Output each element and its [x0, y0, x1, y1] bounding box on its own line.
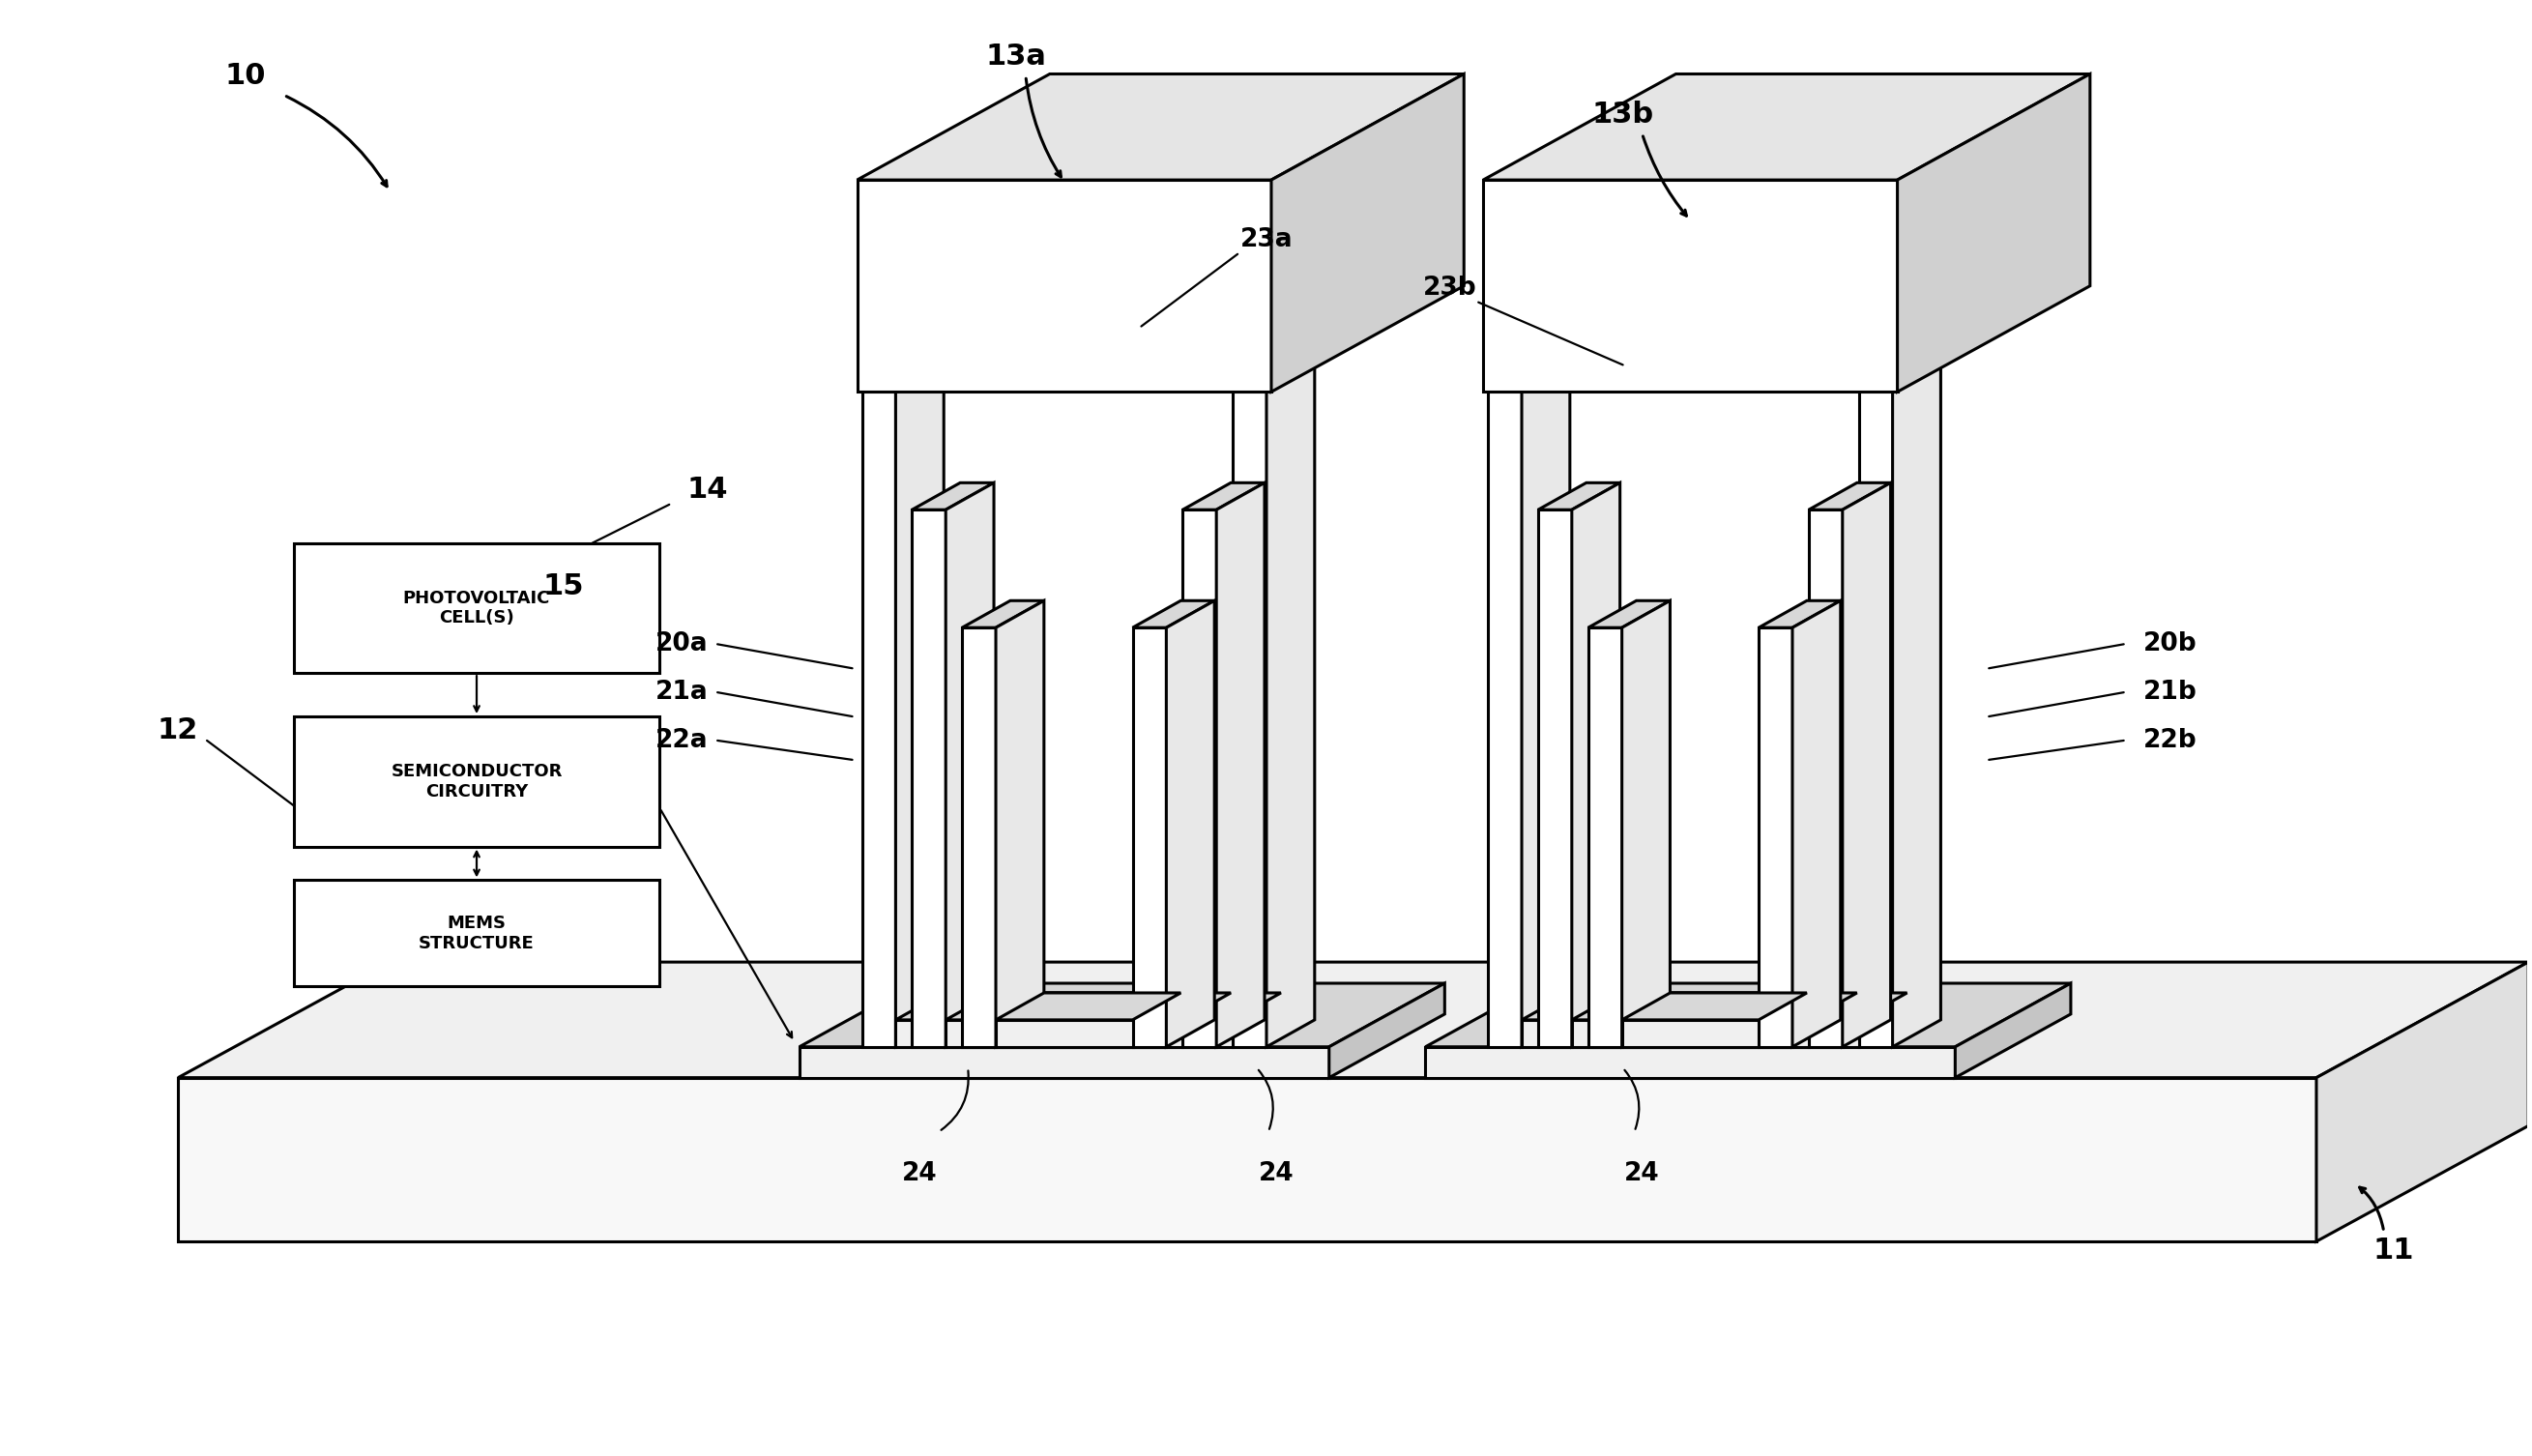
- Bar: [294, 716, 661, 846]
- Polygon shape: [1537, 510, 1572, 1047]
- Text: 21a: 21a: [656, 680, 709, 705]
- Text: 22b: 22b: [2142, 728, 2198, 753]
- Polygon shape: [1793, 601, 1841, 1047]
- Polygon shape: [1484, 181, 1896, 392]
- Polygon shape: [1426, 983, 2071, 1047]
- Text: 21b: 21b: [2142, 680, 2198, 705]
- Polygon shape: [912, 483, 995, 510]
- Polygon shape: [995, 1019, 1132, 1047]
- Polygon shape: [800, 983, 1446, 1047]
- Polygon shape: [947, 483, 995, 1047]
- Polygon shape: [1329, 983, 1446, 1077]
- Polygon shape: [858, 181, 1271, 392]
- Text: SEMICONDUCTOR
CIRCUITRY: SEMICONDUCTOR CIRCUITRY: [390, 763, 562, 801]
- Text: 13b: 13b: [1593, 100, 1653, 128]
- Polygon shape: [1426, 1047, 1955, 1077]
- Polygon shape: [177, 1077, 2317, 1242]
- Polygon shape: [896, 993, 1281, 1019]
- Polygon shape: [1623, 601, 1671, 1047]
- Polygon shape: [1233, 392, 1266, 1047]
- Polygon shape: [858, 74, 1463, 181]
- Bar: [294, 543, 661, 673]
- Text: 23b: 23b: [1423, 275, 1476, 300]
- Text: 10: 10: [225, 61, 266, 90]
- Polygon shape: [1266, 365, 1314, 1047]
- Text: 24: 24: [1258, 1162, 1294, 1187]
- Polygon shape: [962, 601, 1043, 628]
- Polygon shape: [1858, 365, 1940, 392]
- Polygon shape: [1955, 983, 2071, 1077]
- Polygon shape: [896, 1019, 1233, 1047]
- Polygon shape: [947, 993, 1231, 1019]
- Polygon shape: [962, 628, 995, 1047]
- Polygon shape: [1522, 365, 1570, 1047]
- Text: MEMS
STRUCTURE: MEMS STRUCTURE: [418, 914, 534, 952]
- Polygon shape: [1233, 365, 1314, 392]
- Polygon shape: [1132, 601, 1215, 628]
- Polygon shape: [2317, 962, 2529, 1242]
- Text: 15: 15: [542, 572, 585, 600]
- Polygon shape: [1522, 1019, 1858, 1047]
- Polygon shape: [1271, 74, 1463, 392]
- Polygon shape: [912, 510, 947, 1047]
- Polygon shape: [1623, 993, 1808, 1019]
- Polygon shape: [177, 962, 2529, 1077]
- Polygon shape: [1522, 993, 1907, 1019]
- Polygon shape: [1843, 483, 1891, 1047]
- Polygon shape: [947, 1019, 1182, 1047]
- Polygon shape: [1760, 628, 1793, 1047]
- Polygon shape: [1537, 483, 1620, 510]
- Text: 22a: 22a: [656, 728, 709, 753]
- Polygon shape: [1489, 365, 1570, 392]
- Polygon shape: [1891, 365, 1940, 1047]
- Polygon shape: [1215, 483, 1263, 1047]
- Polygon shape: [1167, 601, 1215, 1047]
- Polygon shape: [1623, 1019, 1760, 1047]
- Polygon shape: [1572, 483, 1620, 1047]
- Polygon shape: [995, 993, 1180, 1019]
- Polygon shape: [1489, 392, 1522, 1047]
- Polygon shape: [1808, 510, 1843, 1047]
- Text: 20b: 20b: [2142, 632, 2198, 657]
- Polygon shape: [1760, 601, 1841, 628]
- Polygon shape: [800, 1047, 1329, 1077]
- Polygon shape: [1132, 628, 1167, 1047]
- Polygon shape: [896, 365, 944, 1047]
- Text: 23a: 23a: [1241, 227, 1294, 252]
- Polygon shape: [1572, 993, 1856, 1019]
- Polygon shape: [1484, 74, 2089, 181]
- Polygon shape: [1182, 510, 1215, 1047]
- Polygon shape: [1858, 392, 1891, 1047]
- Polygon shape: [1588, 601, 1671, 628]
- Text: 14: 14: [686, 476, 729, 504]
- Bar: [294, 881, 661, 986]
- Polygon shape: [1588, 628, 1623, 1047]
- Text: 24: 24: [901, 1162, 937, 1187]
- Polygon shape: [1572, 1019, 1808, 1047]
- Text: PHOTOVOLTAIC
CELL(S): PHOTOVOLTAIC CELL(S): [403, 590, 549, 628]
- Text: 13a: 13a: [985, 42, 1046, 71]
- Text: 20a: 20a: [656, 632, 709, 657]
- Text: 24: 24: [1626, 1162, 1661, 1187]
- Polygon shape: [861, 365, 944, 392]
- Polygon shape: [1182, 483, 1263, 510]
- Polygon shape: [1808, 483, 1891, 510]
- Polygon shape: [861, 392, 896, 1047]
- Text: 12: 12: [157, 716, 197, 745]
- Text: 11: 11: [2372, 1238, 2413, 1265]
- Polygon shape: [1896, 74, 2089, 392]
- Polygon shape: [995, 601, 1043, 1047]
